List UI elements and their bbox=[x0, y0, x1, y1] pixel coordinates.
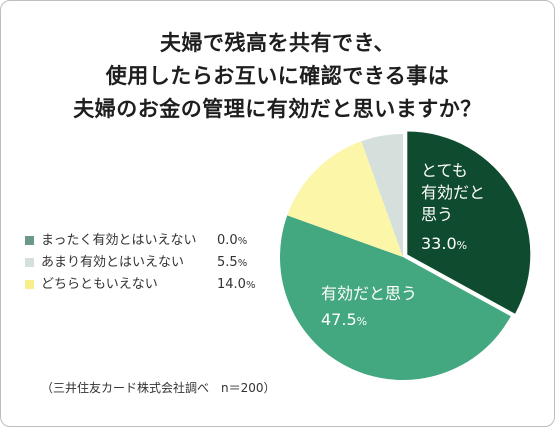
legend-label: まったく有効とはいえない bbox=[41, 233, 197, 248]
source-note: （三井住友カード株式会社調べ n＝200） bbox=[41, 381, 276, 395]
slice-1-label-line-1: とても bbox=[421, 161, 468, 180]
pie-slice-1 bbox=[407, 131, 531, 314]
legend-value: 14.0% bbox=[217, 277, 256, 292]
title-line-1: 夫婦で残高を共有でき、 bbox=[159, 31, 396, 55]
slice-1-label-line-3: 思う bbox=[421, 205, 453, 224]
title-line-3: 夫婦のお金の管理に有効だと思いますか？ bbox=[73, 97, 482, 121]
title-line-2: 使用したらお互いに確認できる事は bbox=[105, 64, 450, 88]
slice-1-label-line-2: 有効だと bbox=[421, 183, 485, 202]
legend-swatch bbox=[25, 258, 34, 267]
chart-title: 夫婦で残高を共有でき、 使用したらお互いに確認できる事は 夫婦のお金の管理に有効… bbox=[1, 27, 554, 126]
slice-2-value: 47.5% bbox=[321, 310, 367, 329]
legend-label: あまり有効とはいえない bbox=[41, 255, 185, 270]
pie-slice-3 bbox=[287, 141, 403, 257]
legend-value: 0.0% bbox=[217, 233, 248, 248]
legend-label: どちらともいえない bbox=[41, 277, 158, 292]
pie-slice-2 bbox=[280, 215, 511, 380]
legend-swatch bbox=[25, 236, 34, 245]
legend-swatch bbox=[25, 280, 34, 289]
pie-slice-4 bbox=[361, 134, 403, 257]
slice-2-label: 有効だと思う bbox=[321, 284, 417, 303]
slice-1-value: 33.0% bbox=[421, 234, 467, 253]
legend-value: 5.5% bbox=[217, 255, 248, 270]
